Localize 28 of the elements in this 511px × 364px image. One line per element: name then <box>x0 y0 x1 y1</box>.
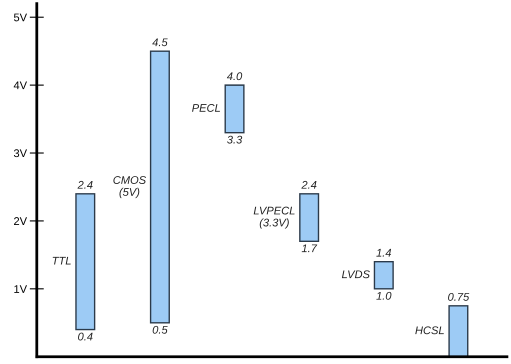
annotation: 1.0 <box>376 292 392 300</box>
x-tick-label: TTL <box>52 256 71 265</box>
annotation: 1.4 <box>376 248 392 257</box>
bar <box>150 50 170 324</box>
y-tick-label: 4V <box>14 82 28 90</box>
x-tick-label: HCSL <box>415 326 444 334</box>
bar <box>299 193 320 242</box>
x-tick-label: PECL <box>192 104 220 112</box>
x-tick-label: LVDS <box>342 270 370 278</box>
y-tick-label: 2V <box>14 217 28 225</box>
y-tick-label: 5V <box>14 14 28 22</box>
annotation: 0.5 <box>152 326 168 334</box>
annotation: 4.5 <box>152 38 168 46</box>
annotation: 2.4 <box>78 180 93 189</box>
bar <box>75 193 96 330</box>
y-tick-label: 1V <box>14 285 28 293</box>
annotation: 0.75 <box>448 292 470 301</box>
bar <box>224 84 245 134</box>
bar <box>448 305 468 357</box>
x-tick-label: LVPECL (3.3V) <box>254 206 295 229</box>
annotation: 1.7 <box>302 244 318 252</box>
y-tick-label: 3V <box>14 149 28 158</box>
x-tick-label: CMOS (5V) <box>113 176 146 198</box>
annotation: 4.0 <box>226 72 242 80</box>
annotation: 2.4 <box>301 180 316 189</box>
annotation: 3.3 <box>227 136 242 144</box>
bar <box>374 260 394 290</box>
annotation: 0.4 <box>78 332 93 340</box>
